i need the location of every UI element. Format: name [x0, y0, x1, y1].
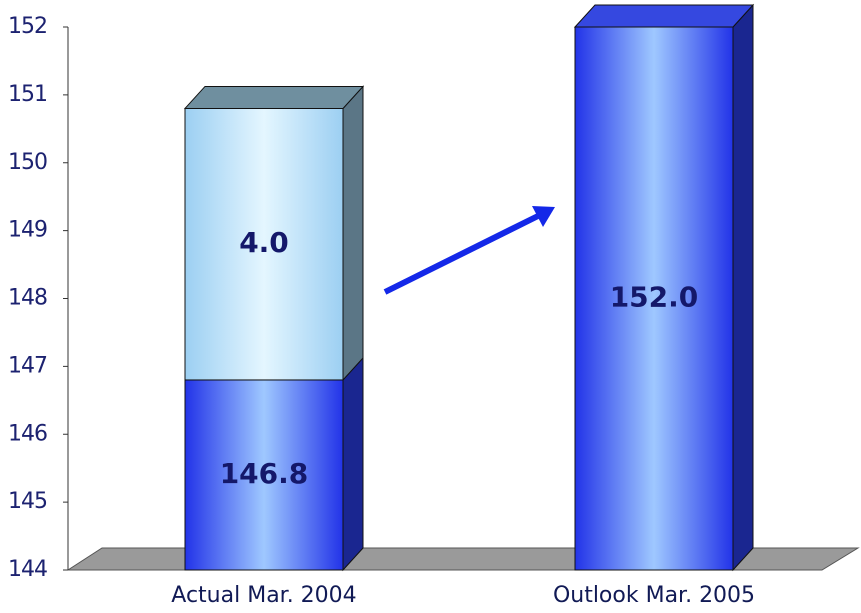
bar-side — [342, 85, 364, 382]
y-tick-label: 145 — [8, 489, 47, 514]
arrow — [383, 212, 542, 295]
bar-top — [183, 85, 365, 109]
y-tick-label: 150 — [8, 150, 47, 175]
y-tick-label: 151 — [8, 82, 47, 107]
y-tick-label: 147 — [8, 353, 47, 378]
value-label: 4.0 — [239, 226, 289, 259]
x-tick-label: Outlook Mar. 2005 — [553, 583, 755, 608]
bar — [184, 379, 344, 571]
y-tick-label: 146 — [8, 421, 47, 446]
bar-side — [342, 356, 364, 572]
value-label: 146.8 — [220, 457, 309, 490]
y-tick-label: 152 — [8, 14, 47, 39]
y-tick-label: 144 — [8, 557, 47, 582]
value-label: 152.0 — [610, 281, 699, 314]
bar-side — [732, 3, 754, 572]
x-tick-label: Actual Mar. 2004 — [171, 583, 356, 608]
y-tick-label: 149 — [8, 218, 47, 243]
bar — [574, 26, 734, 571]
arrow-head — [532, 206, 555, 227]
y-tick-label: 148 — [8, 286, 47, 311]
bar-top — [573, 4, 755, 28]
